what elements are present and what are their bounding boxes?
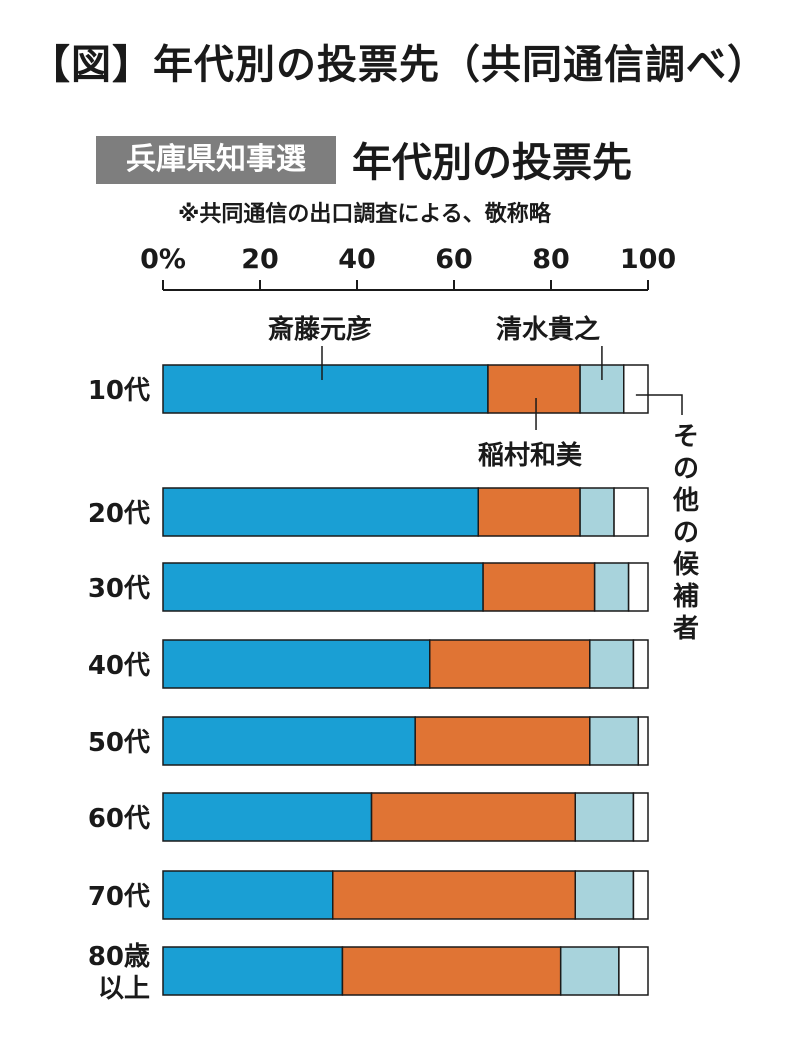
bar-segment [429,639,591,689]
bar-segment [162,792,373,842]
row-label: 70代 [88,882,150,912]
bar-segment [370,792,576,842]
bar-segment [579,487,615,537]
row-label: 20代 [88,499,150,529]
bar-segment [613,487,649,537]
bar-segment [589,639,635,689]
x-tick-label: 40 [338,244,376,275]
bar-segment [623,364,649,414]
x-tick-label: 100 [620,244,676,275]
region-badge [96,136,336,184]
bar-segment [618,946,649,996]
row-label: 10代 [88,376,150,406]
bar-segment [627,562,649,612]
bar-segment [162,946,344,996]
x-tick-label: 80 [532,244,570,275]
bar-segment [162,487,479,537]
row-label: 以上 [98,974,150,1004]
row-label: 60代 [88,804,150,834]
bar-segment [574,792,635,842]
bar-segment [162,639,431,689]
row-label: 30代 [88,574,150,604]
x-tick-label: 0% [140,244,186,275]
bar-segment [487,364,581,414]
chart-subtitle: 年代別の投票先 [352,140,632,186]
region-badge-label: 兵庫県知事選 [126,142,306,177]
source-note: ※共同通信の出口調査による、敬称略 [178,202,551,227]
bar-segment [574,870,635,920]
bar-segment [482,562,596,612]
bar-segment [341,946,562,996]
bar-segment [632,792,649,842]
bar-segment [162,716,416,766]
bar-segment [477,487,581,537]
bar-segment [162,364,489,414]
bar-segment [637,716,649,766]
x-tick-label: 60 [435,244,473,275]
figure-title: 【図】年代別の投票先（共同通信調べ） [30,42,768,88]
x-tick-label: 20 [241,244,279,275]
bar-segment [632,870,649,920]
bar-segment [559,946,620,996]
bar-segment [414,716,591,766]
row-label: 50代 [88,728,150,758]
bar-segment [162,562,484,612]
bar-segment [632,639,649,689]
series-label: 斎藤元彦 [268,314,372,345]
row-label: 80歳 [88,942,150,972]
bar-segment [589,716,640,766]
series-label: その他の候補者 [672,422,700,644]
row-label: 40代 [88,651,150,681]
label-leader-line [635,394,683,415]
bar-segment [593,562,630,612]
series-label: 稲村和美 [478,440,582,471]
series-label: 清水貴之 [496,314,600,345]
bar-segment [332,870,576,920]
bar-segment [162,870,334,920]
